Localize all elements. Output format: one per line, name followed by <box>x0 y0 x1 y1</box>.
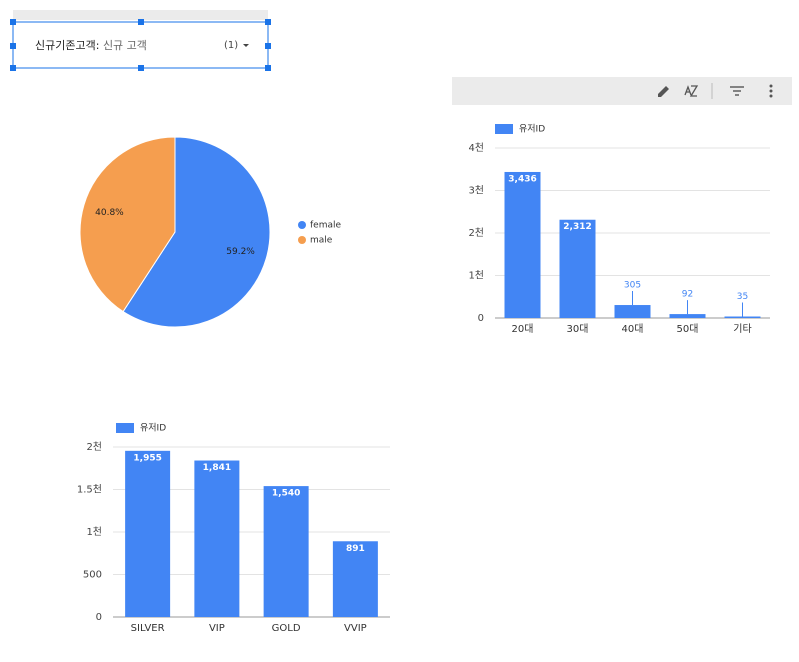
value-label: 3,436 <box>508 174 536 184</box>
bar <box>724 316 761 318</box>
x-tick-label: 20대 <box>512 323 534 335</box>
x-tick-label: VIP <box>209 623 225 634</box>
selection-handles <box>10 19 271 71</box>
bar <box>669 314 706 318</box>
legend-marker <box>495 124 513 134</box>
y-tick-label: 2천 <box>468 227 484 239</box>
y-tick-label: 1천 <box>86 526 102 538</box>
legend-marker <box>298 236 306 244</box>
value-label: 305 <box>624 281 641 291</box>
y-tick-label: 2천 <box>86 441 102 453</box>
y-tick-label: 0 <box>478 313 484 324</box>
legend-label: male <box>310 236 333 246</box>
legend-label: 유저ID <box>140 423 166 434</box>
slice-label: 40.8% <box>95 208 124 218</box>
x-tick-label: 30대 <box>567 323 589 335</box>
value-label: 1,540 <box>272 489 300 499</box>
filter-value: 신규 고객 <box>103 39 147 52</box>
y-tick-label: 1천 <box>468 270 484 282</box>
value-label: 2,312 <box>563 222 591 232</box>
dropdown-arrow[interactable] <box>243 44 249 47</box>
filter-count: (1) <box>224 40 238 51</box>
y-tick-label: 4천 <box>468 142 484 154</box>
x-tick-label: VVIP <box>344 623 367 634</box>
x-tick-label: 50대 <box>677 323 699 335</box>
filter-label-text: 신규기존고객 <box>35 39 96 52</box>
x-tick-label: SILVER <box>131 623 165 634</box>
y-tick-label: 1.5천 <box>77 484 102 496</box>
bar <box>614 305 651 318</box>
legend-marker <box>298 221 306 229</box>
value-label: 891 <box>346 544 365 554</box>
legend-label: female <box>310 221 341 231</box>
filter-header <box>13 10 268 20</box>
bar <box>194 460 240 617</box>
slice-label: 59.2% <box>226 247 255 257</box>
bar <box>332 541 378 617</box>
value-label: 35 <box>737 292 748 302</box>
edit-icon[interactable] <box>658 86 669 97</box>
bar <box>559 219 596 318</box>
filter-control[interactable] <box>12 21 269 69</box>
bar <box>263 486 309 617</box>
legend-marker <box>116 423 134 433</box>
y-tick-label: 500 <box>83 570 102 581</box>
pie-slice <box>122 136 271 328</box>
more-icon[interactable] <box>769 84 773 98</box>
x-tick-label: 기타 <box>733 323 751 335</box>
pie-slice <box>79 136 176 313</box>
filter-label: 신규기존고객: 신규 고객 <box>35 39 147 52</box>
x-tick-label: GOLD <box>272 623 301 634</box>
value-label: 92 <box>682 290 693 300</box>
y-tick-label: 3천 <box>468 185 484 197</box>
x-tick-label: 40대 <box>622 323 644 335</box>
sort-icon[interactable] <box>684 85 699 97</box>
y-tick-label: 0 <box>96 612 102 623</box>
filter-sep: : <box>96 39 103 52</box>
bar <box>504 171 541 318</box>
legend-label: 유저ID <box>519 124 545 135</box>
value-label: 1,955 <box>133 453 161 463</box>
filter-icon[interactable] <box>730 86 744 96</box>
value-label: 1,841 <box>203 463 231 473</box>
bar <box>125 450 171 617</box>
